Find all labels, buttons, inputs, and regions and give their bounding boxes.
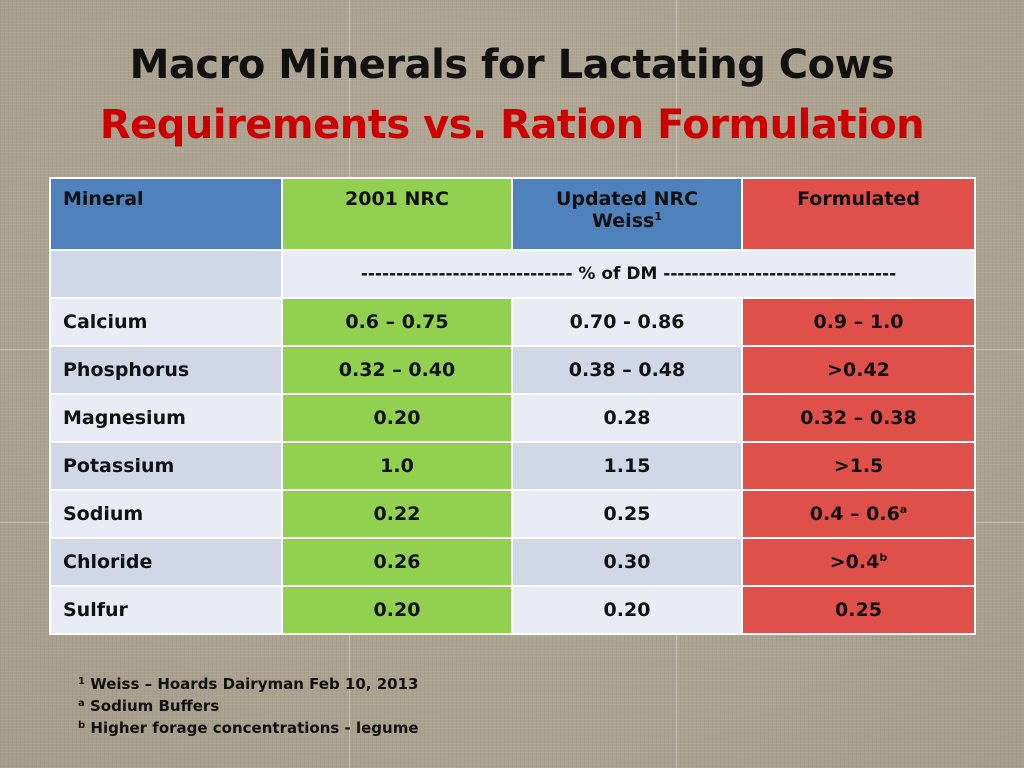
- minerals-table: Mineral 2001 NRC Updated NRC Weiss1 Form…: [49, 177, 976, 635]
- cell-updated-nrc: 0.28: [511, 393, 743, 443]
- cell-updated-nrc: 1.15: [511, 441, 743, 491]
- units-row: ------------------------------ % of DM -…: [49, 249, 976, 299]
- table-row: Magnesium 0.20 0.28 0.32 – 0.38: [49, 393, 976, 443]
- cell-footnote-mark: b: [879, 551, 888, 564]
- cell-nrc-2001: 0.26: [281, 537, 513, 587]
- header-updated-nrc: Updated NRC Weiss1: [511, 177, 743, 251]
- cell-nrc-2001: 0.20: [281, 393, 513, 443]
- header-updated-line1: Updated NRC: [555, 188, 699, 210]
- footnote-text: Higher forage concentrations - legume: [85, 719, 419, 737]
- cell-mineral: Magnesium: [49, 393, 283, 443]
- cell-nrc-2001: 0.32 – 0.40: [281, 345, 513, 395]
- footnote-mark: a: [78, 698, 85, 709]
- header-formulated: Formulated: [741, 177, 976, 251]
- cell-nrc-2001: 0.22: [281, 489, 513, 539]
- cell-mineral: Chloride: [49, 537, 283, 587]
- cell-updated-nrc: 0.20: [511, 585, 743, 635]
- cell-updated-nrc: 0.70 - 0.86: [511, 297, 743, 347]
- cell-mineral: Sodium: [49, 489, 283, 539]
- cell-formulated: 0.25: [741, 585, 976, 635]
- table-row: Sodium 0.22 0.25 0.4 – 0.6a: [49, 489, 976, 539]
- cell-updated-nrc: 0.25: [511, 489, 743, 539]
- cell-updated-nrc: 0.30: [511, 537, 743, 587]
- header-updated-line2: Weiss: [592, 210, 655, 232]
- units-label: ------------------------------ % of DM -…: [281, 249, 976, 299]
- footnote-item: b Higher forage concentrations - legume: [78, 717, 419, 739]
- cell-mineral: Calcium: [49, 297, 283, 347]
- header-mineral: Mineral: [49, 177, 283, 251]
- cell-formulated: >1.5: [741, 441, 976, 491]
- cell-mineral: Potassium: [49, 441, 283, 491]
- table-row: Chloride 0.26 0.30 >0.4b: [49, 537, 976, 587]
- header-nrc-2001: 2001 NRC: [281, 177, 513, 251]
- footnote-mark: b: [78, 720, 86, 731]
- table-row: Calcium 0.6 – 0.75 0.70 - 0.86 0.9 – 1.0: [49, 297, 976, 347]
- footnote-item: a Sodium Buffers: [78, 695, 419, 717]
- table-row: Potassium 1.0 1.15 >1.5: [49, 441, 976, 491]
- cell-mineral: Sulfur: [49, 585, 283, 635]
- cell-mineral: Phosphorus: [49, 345, 283, 395]
- cell-formulated: 0.9 – 1.0: [741, 297, 976, 347]
- footnotes: 1 Weiss – Hoards Dairyman Feb 10, 2013 a …: [78, 673, 419, 739]
- table-row: Sulfur 0.20 0.20 0.25: [49, 585, 976, 635]
- cell-nrc-2001: 0.6 – 0.75: [281, 297, 513, 347]
- table-row: Phosphorus 0.32 – 0.40 0.38 – 0.48 >0.42: [49, 345, 976, 395]
- cell-formulated: >0.4b: [741, 537, 976, 587]
- table-header-row: Mineral 2001 NRC Updated NRC Weiss1 Form…: [49, 177, 976, 251]
- footnote-mark: 1: [78, 676, 85, 687]
- footnote-item: 1 Weiss – Hoards Dairyman Feb 10, 2013: [78, 673, 419, 695]
- slide-subtitle: Requirements vs. Ration Formulation: [99, 102, 925, 148]
- footnote-text: Weiss – Hoards Dairyman Feb 10, 2013: [84, 675, 419, 693]
- cell-updated-nrc: 0.38 – 0.48: [511, 345, 743, 395]
- cell-formulated: 0.4 – 0.6a: [741, 489, 976, 539]
- slide-title: Macro Minerals for Lactating Cows: [129, 42, 895, 88]
- cell-nrc-2001: 1.0: [281, 441, 513, 491]
- footnote-text: Sodium Buffers: [84, 697, 220, 715]
- units-blank-cell: [49, 249, 283, 299]
- cell-formulated: 0.32 – 0.38: [741, 393, 976, 443]
- cell-formulated: >0.42: [741, 345, 976, 395]
- cell-footnote-mark: a: [899, 503, 908, 516]
- cell-nrc-2001: 0.20: [281, 585, 513, 635]
- header-updated-footnote-mark: 1: [654, 210, 662, 223]
